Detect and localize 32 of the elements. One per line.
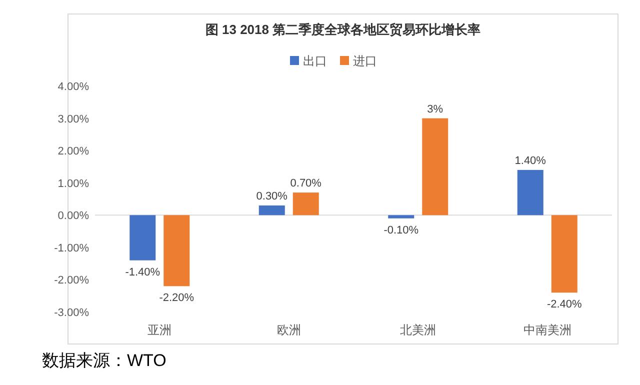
x-tick-label: 亚洲 <box>148 323 172 337</box>
chart-title: 图 13 2018 第二季度全球各地区贸易环比增长率 <box>205 22 481 37</box>
bar <box>292 192 319 216</box>
bar <box>517 170 544 216</box>
y-tick-label: 1.00% <box>58 178 90 190</box>
y-tick-label: -1.00% <box>54 242 90 254</box>
bar <box>551 215 578 293</box>
y-tick-label: -2.00% <box>54 274 90 287</box>
data-label: 0.30% <box>256 190 288 202</box>
x-tick-label: 北美洲 <box>400 323 436 337</box>
y-tick-label: 3.00% <box>58 113 90 126</box>
data-label: 3% <box>427 103 444 116</box>
bar <box>164 215 190 286</box>
y-tick-label: -3.00% <box>54 307 90 319</box>
legend-label: 进口 <box>353 54 377 68</box>
y-tick-label: 2.00% <box>58 146 90 158</box>
data-label: -2.40% <box>546 298 582 311</box>
data-label: -0.10% <box>384 224 419 236</box>
bar <box>388 215 414 218</box>
bar <box>258 205 285 216</box>
y-tick-label: 4.00% <box>58 81 90 93</box>
bar <box>130 215 156 260</box>
y-tick-label: 0.00% <box>58 210 90 222</box>
data-label: -2.20% <box>159 292 194 304</box>
source-note: 数据来源：WTO <box>42 351 166 370</box>
data-label: 0.70% <box>290 178 322 190</box>
data-label: 1.40% <box>514 154 546 167</box>
x-tick-label: 欧洲 <box>276 323 301 337</box>
x-tick-label: 中南美洲 <box>523 323 572 337</box>
legend-label: 出口 <box>303 54 327 68</box>
bar <box>422 118 448 216</box>
data-label: -1.40% <box>125 266 160 278</box>
